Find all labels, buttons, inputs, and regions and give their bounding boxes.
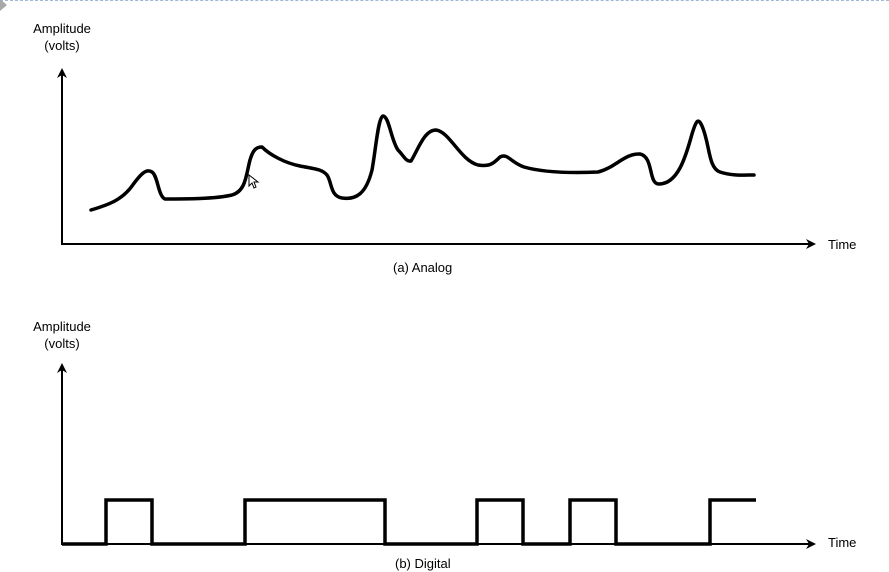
analog-y-axis-label-line1: Amplitude	[33, 21, 91, 36]
digital-y-axis-label-line1: Amplitude	[33, 319, 91, 334]
analog-x-axis-label: Time	[828, 237, 857, 252]
digital-y-axis-label-line2: (volts)	[44, 336, 80, 351]
top-dashed-border	[0, 0, 889, 1]
mouse-pointer-icon	[248, 174, 260, 189]
digital-x-axis-label: Time	[828, 535, 857, 550]
analog-waveform	[89, 114, 756, 212]
triangle-right-icon[interactable]	[0, 0, 7, 11]
analog-caption: (a) Analog	[393, 260, 453, 275]
analog-y-axis-label: Amplitude (volts)	[22, 20, 102, 54]
digital-waveform	[62, 498, 756, 546]
digital-caption: (b) Digital	[395, 556, 451, 571]
digital-y-axis-label: Amplitude (volts)	[22, 318, 102, 352]
analog-y-axis-label-line2: (volts)	[44, 38, 80, 53]
